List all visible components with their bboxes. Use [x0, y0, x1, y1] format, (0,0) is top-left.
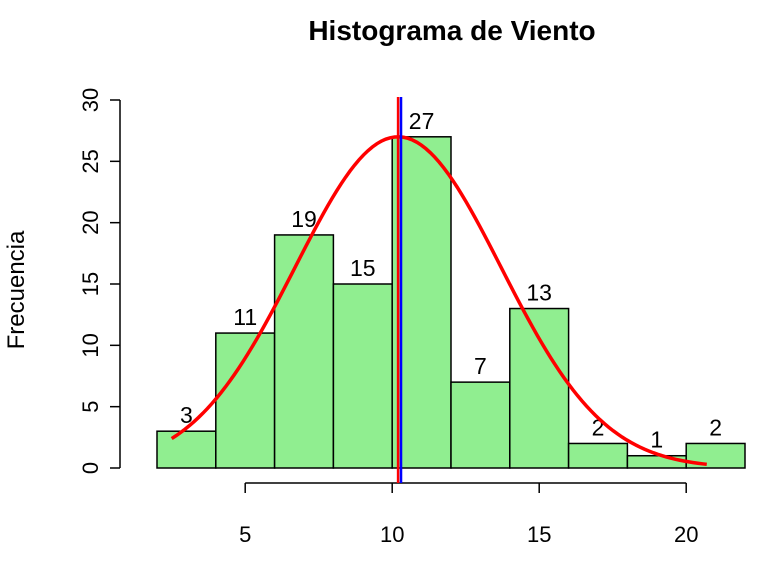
histogram-bar	[567, 442, 629, 469]
y-tick-label: 25	[78, 149, 103, 173]
y-tick-label: 10	[78, 333, 103, 357]
bar-value-label: 7	[474, 353, 487, 379]
bar-value-label: 3	[180, 402, 193, 428]
x-tick-label: 15	[527, 522, 551, 547]
bar-value-label: 13	[526, 280, 552, 306]
histogram-bar	[215, 332, 276, 469]
histogram-bar	[509, 307, 570, 469]
bars-group	[156, 136, 746, 469]
x-tick-label: 5	[239, 522, 251, 547]
density-curve	[170, 135, 707, 467]
x-tick-label: 20	[674, 522, 698, 547]
y-axis-label: Frecuencia	[3, 230, 30, 349]
bar-value-label: 2	[709, 414, 722, 440]
y-tick-label: 20	[78, 210, 103, 234]
bar-value-label: 27	[409, 108, 435, 134]
histogram-bar	[626, 454, 687, 469]
y-tick-label: 0	[78, 462, 103, 474]
bar-value-label: 19	[291, 206, 317, 232]
bar-value-label: 1	[650, 427, 663, 453]
histogram-bar	[273, 234, 335, 469]
x-axis: 5 10 15 20	[239, 482, 698, 547]
chart-title: Histograma de Viento	[308, 15, 595, 46]
y-axis: 0 5 10 15 20 25 30	[78, 88, 121, 474]
y-tick-label: 5	[78, 401, 103, 413]
y-tick-label: 30	[78, 88, 103, 112]
histogram-bar	[450, 381, 511, 469]
y-tick-label: 15	[78, 272, 103, 296]
histogram-bar	[156, 430, 217, 469]
x-tick-label: 10	[380, 522, 404, 547]
overlays-group	[170, 97, 707, 483]
histogram-bar	[332, 283, 393, 469]
bar-value-label: 15	[350, 255, 376, 281]
bar-value-label: 11	[233, 304, 257, 330]
